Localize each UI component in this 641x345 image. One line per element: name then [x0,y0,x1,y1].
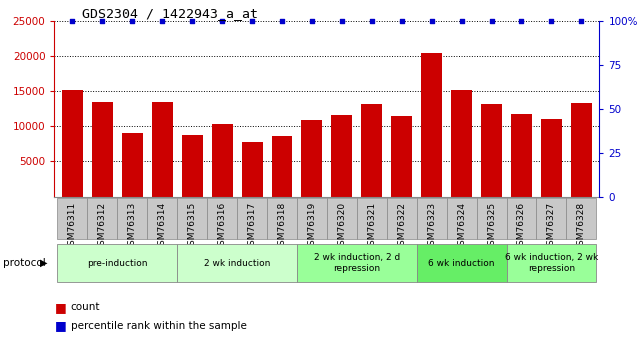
Point [307,18,317,23]
FancyBboxPatch shape [58,244,177,283]
Bar [62,90,83,197]
Bar [122,133,143,197]
Text: 2 wk induction, 2 d
repression: 2 wk induction, 2 d repression [313,253,400,273]
Bar [272,136,292,197]
FancyBboxPatch shape [357,197,387,239]
Text: GDS2304 / 1422943_a_at: GDS2304 / 1422943_a_at [82,7,258,20]
Text: GSM76313: GSM76313 [128,202,137,251]
Bar [421,53,442,197]
Text: ▶: ▶ [40,258,47,268]
FancyBboxPatch shape [147,197,177,239]
Bar [212,124,233,197]
Bar [152,102,172,197]
FancyBboxPatch shape [387,197,417,239]
Text: GSM76321: GSM76321 [367,202,376,251]
Text: GSM76327: GSM76327 [547,202,556,251]
FancyBboxPatch shape [87,197,117,239]
FancyBboxPatch shape [267,197,297,239]
FancyBboxPatch shape [58,197,87,239]
Text: count: count [71,302,100,312]
Bar [571,103,592,197]
FancyBboxPatch shape [567,197,596,239]
Point [247,18,257,23]
FancyBboxPatch shape [327,197,357,239]
Point [546,18,556,23]
FancyBboxPatch shape [477,197,506,239]
Point [576,18,587,23]
Bar [331,115,353,197]
Text: ■: ■ [54,319,66,333]
Bar [391,116,412,197]
Point [97,18,108,23]
Text: 6 wk induction, 2 wk
repression: 6 wk induction, 2 wk repression [505,253,598,273]
Point [367,18,377,23]
FancyBboxPatch shape [177,197,207,239]
FancyBboxPatch shape [297,197,327,239]
Text: GSM76320: GSM76320 [337,202,346,251]
Point [337,18,347,23]
Point [517,18,527,23]
Point [456,18,467,23]
FancyBboxPatch shape [117,197,147,239]
Text: GSM76318: GSM76318 [278,202,287,251]
Text: GSM76315: GSM76315 [188,202,197,251]
Text: GSM76325: GSM76325 [487,202,496,251]
Text: GSM76322: GSM76322 [397,202,406,251]
Bar [301,120,322,197]
Text: GSM76314: GSM76314 [158,202,167,251]
FancyBboxPatch shape [506,244,596,283]
Point [187,18,197,23]
Point [487,18,497,23]
Point [426,18,437,23]
Bar [451,90,472,197]
Point [157,18,167,23]
Text: 6 wk induction: 6 wk induction [428,258,495,268]
Text: GSM76323: GSM76323 [427,202,436,251]
FancyBboxPatch shape [177,244,297,283]
Text: GSM76319: GSM76319 [308,202,317,251]
Text: GSM76328: GSM76328 [577,202,586,251]
Bar [541,119,562,197]
FancyBboxPatch shape [506,197,537,239]
Bar [181,135,203,197]
Bar [92,102,113,197]
FancyBboxPatch shape [537,197,567,239]
Text: GSM76326: GSM76326 [517,202,526,251]
FancyBboxPatch shape [297,244,417,283]
Text: GSM76316: GSM76316 [218,202,227,251]
Text: percentile rank within the sample: percentile rank within the sample [71,321,246,331]
Point [127,18,137,23]
Point [67,18,78,23]
FancyBboxPatch shape [417,197,447,239]
Text: 2 wk induction: 2 wk induction [204,258,271,268]
FancyBboxPatch shape [237,197,267,239]
FancyBboxPatch shape [207,197,237,239]
Point [217,18,228,23]
Bar [242,142,263,197]
FancyBboxPatch shape [447,197,477,239]
Point [277,18,287,23]
Text: GSM76311: GSM76311 [68,202,77,251]
Bar [481,104,502,197]
Bar [362,104,382,197]
Bar [511,114,532,197]
Text: GSM76324: GSM76324 [457,202,466,251]
Text: GSM76312: GSM76312 [98,202,107,251]
FancyBboxPatch shape [417,244,506,283]
Text: GSM76317: GSM76317 [247,202,256,251]
Point [397,18,407,23]
Text: ■: ■ [54,300,66,314]
Text: pre-induction: pre-induction [87,258,147,268]
Text: protocol: protocol [3,258,46,268]
